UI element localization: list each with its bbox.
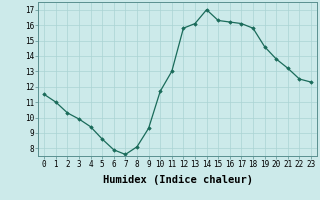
X-axis label: Humidex (Indice chaleur): Humidex (Indice chaleur)	[103, 175, 252, 185]
